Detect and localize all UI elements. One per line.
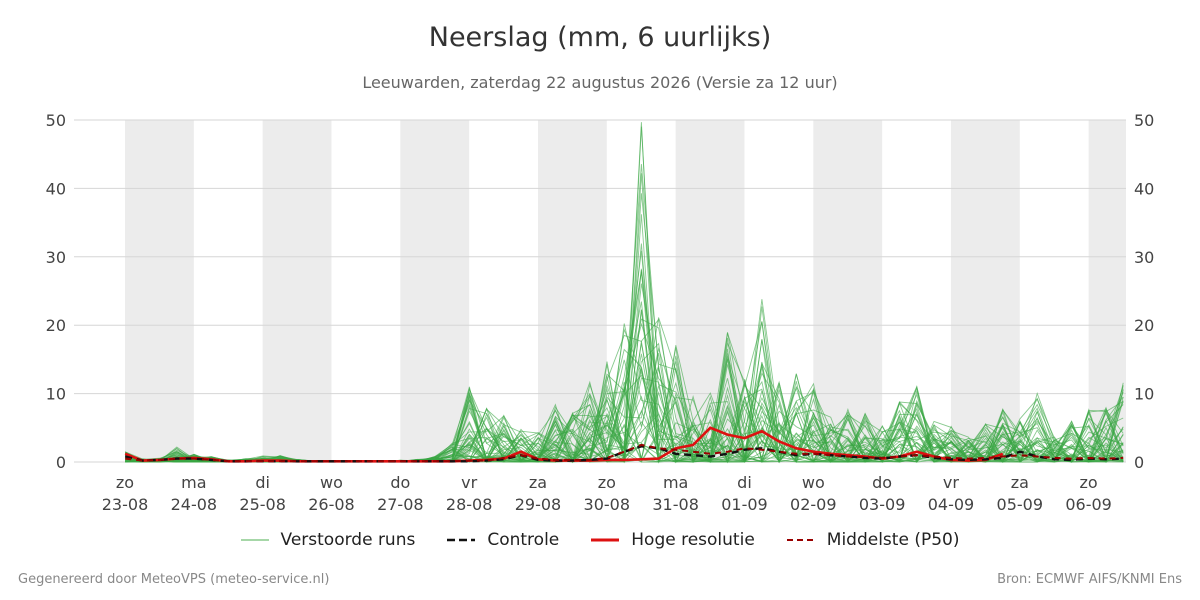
x-tick-date: 26-08	[308, 495, 355, 514]
x-tick-day: vr	[461, 473, 477, 492]
legend-swatch-high-res	[591, 538, 620, 542]
x-tick-day: wo	[320, 473, 343, 492]
legend-item-control: Controle	[447, 530, 559, 550]
x-tick-date: 30-08	[584, 495, 631, 514]
x-tick-date: 02-09	[790, 495, 837, 514]
day-band	[125, 120, 194, 462]
day-band	[813, 120, 883, 462]
legend-swatch-median	[786, 539, 815, 541]
x-tick-date: 03-09	[859, 495, 906, 514]
y-tick-label: 0	[1134, 453, 1144, 472]
x-tick-date: 27-08	[377, 495, 424, 514]
x-tick-day: wo	[802, 473, 825, 492]
day-band	[262, 120, 332, 462]
legend-label-control: Controle	[487, 530, 560, 550]
legend-label-perturbed: Verstoorde runs	[280, 530, 416, 550]
y-tick-label: 30	[1134, 248, 1154, 267]
x-tick-date: 29-08	[515, 495, 562, 514]
main-series	[124, 426, 1124, 463]
y-tick-label: 40	[1134, 179, 1154, 198]
day-band	[950, 120, 1020, 462]
x-axis: zo 23-08 ma 24-08 di 25-08 wo 26-08 do 27-08 vr 28-…	[102, 473, 1112, 514]
x-tick-date: 25-08	[239, 495, 286, 514]
y-tick-label: 50	[46, 111, 66, 130]
x-tick-date: 28-08	[446, 495, 493, 514]
y-tick-label: 50	[1134, 111, 1154, 130]
x-tick-day: ma	[181, 473, 206, 492]
ensemble-run-line	[125, 323, 1124, 464]
x-tick-day: vr	[943, 473, 959, 492]
chart-subtitle: Leeuwarden, zaterdag 22 augustus 2026 (V…	[362, 73, 838, 92]
y-tick-label: 10	[46, 385, 66, 404]
y-axis-right: 0 10 20 30 40 50	[1134, 111, 1154, 472]
x-tick-date: 01-09	[721, 495, 768, 514]
y-tick-label: 0	[56, 453, 66, 472]
x-tick-date: 04-09	[928, 495, 975, 514]
y-tick-label: 40	[46, 179, 66, 198]
chart-title: Neerslag (mm, 6 uurlijks)	[428, 22, 772, 53]
legend-swatch-control	[447, 538, 476, 542]
x-tick-day: za	[529, 473, 547, 492]
legend-label-high-res: Hoge resolutie	[631, 530, 755, 550]
x-tick-day: zo	[116, 473, 134, 492]
x-tick-day: do	[390, 473, 410, 492]
legend-item-high-res: Hoge resolutie	[591, 530, 755, 550]
footer-source: Bron: ECMWF AIFS/KNMI Ens	[997, 572, 1182, 587]
x-tick-day: di	[255, 473, 270, 492]
y-tick-label: 10	[1134, 385, 1154, 404]
x-tick-date: 05-09	[997, 495, 1044, 514]
x-tick-date: 24-08	[171, 495, 218, 514]
legend-label-median: Middelste (P50)	[826, 530, 960, 550]
x-tick-day: zo	[598, 473, 616, 492]
x-tick-day: do	[872, 473, 892, 492]
y-axis-left: 0 10 20 30 40 50	[46, 111, 66, 472]
legend-item-perturbed: Verstoorde runs	[240, 530, 416, 550]
legend: Verstoorde runs Controle Hoge resolutie …	[0, 530, 1200, 550]
x-tick-day: zo	[1080, 473, 1098, 492]
day-bands	[125, 120, 1126, 462]
day-band	[537, 120, 607, 462]
x-tick-day: za	[1011, 473, 1029, 492]
x-tick-date: 31-08	[652, 495, 699, 514]
legend-item-median: Middelste (P50)	[786, 530, 960, 550]
y-tick-label: 20	[46, 316, 66, 335]
x-tick-day: di	[737, 473, 752, 492]
x-tick-date: 23-08	[102, 495, 149, 514]
x-tick-date: 06-09	[1065, 495, 1112, 514]
day-band	[400, 120, 470, 462]
series-line-middelste-p50-	[125, 443, 1124, 463]
legend-swatch-perturbed	[240, 539, 269, 541]
x-tick-day: ma	[663, 473, 688, 492]
y-tick-label: 20	[1134, 316, 1154, 335]
footer-generator: Gegenereerd door MeteoVPS (meteo-service…	[18, 572, 330, 587]
y-tick-label: 30	[46, 248, 66, 267]
